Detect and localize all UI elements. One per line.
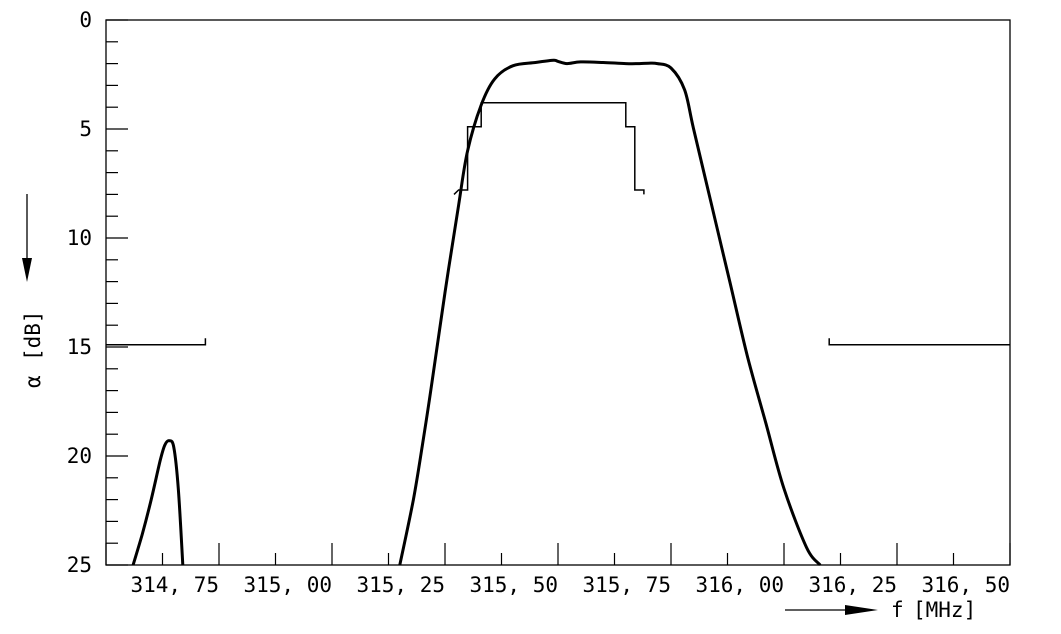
y-tick-label: 15 — [67, 335, 92, 359]
y-axis-title: α [dB] — [21, 310, 45, 388]
y-axis-symbol: α — [21, 375, 45, 388]
x-tick-label: 316, 50 — [921, 573, 1010, 597]
y-tick-label: 10 — [67, 226, 92, 250]
stopband-mask-left — [106, 338, 207, 346]
x-axis-arrow-icon — [785, 605, 878, 615]
stopband-mask-right — [828, 338, 1010, 346]
tolerance-mask — [106, 102, 1010, 346]
y-tick-label: 25 — [67, 553, 92, 577]
x-tick-label: 315, 00 — [243, 573, 332, 597]
y-tick-label: 20 — [67, 444, 92, 468]
x-axis-unit: [MHz] — [913, 598, 976, 622]
plot-frame — [105, 19, 1011, 566]
x-tick-label: 315, 75 — [582, 573, 671, 597]
x-axis-symbol: f — [891, 598, 904, 622]
x-axis-ticks: 314, 75 315, 00 315, 25 315, 50 315, 75 316, … — [105, 543, 1011, 597]
passband-mask-line — [453, 102, 645, 195]
y-axis-ticks: 0 5 10 15 20 25 — [67, 8, 128, 577]
spurious-peak-curve — [131, 439, 185, 566]
y-axis-arrow-icon — [22, 194, 32, 282]
y-axis-unit: [dB] — [21, 310, 45, 361]
filter-response-curve — [398, 58, 822, 567]
x-tick-label: 315, 50 — [469, 573, 558, 597]
x-tick-label: 314, 75 — [130, 573, 219, 597]
y-tick-label: 0 — [79, 8, 92, 32]
x-tick-label: 316, 00 — [695, 573, 784, 597]
x-tick-label: 316, 25 — [808, 573, 897, 597]
y-tick-label: 5 — [79, 117, 92, 141]
x-tick-label: 315, 25 — [356, 573, 445, 597]
response-curves — [131, 58, 822, 567]
